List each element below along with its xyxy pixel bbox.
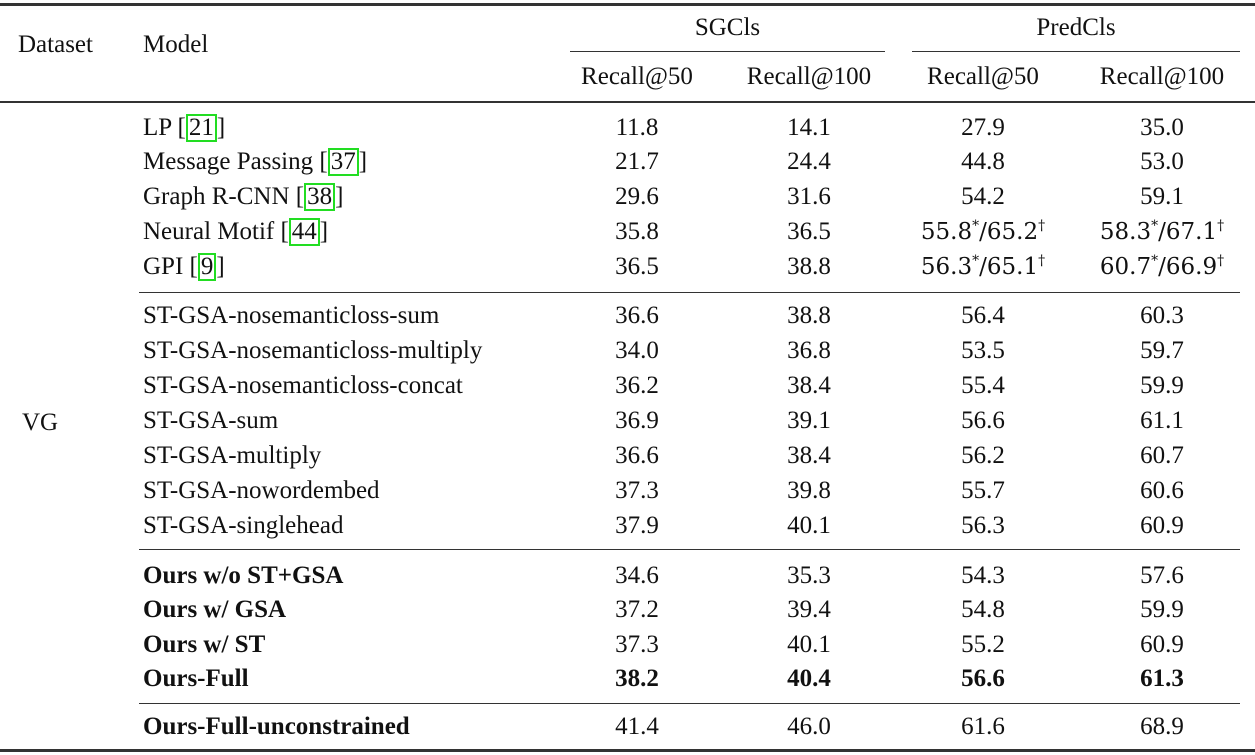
model-name: Ours-Full-unconstrained	[143, 713, 410, 740]
citation-link[interactable]: 44	[288, 218, 320, 246]
dataset-label: VG	[22, 409, 59, 436]
predcls-cmidrule	[912, 51, 1240, 52]
section-rule-3	[139, 703, 1240, 704]
section-rule-1	[139, 292, 1240, 293]
model-name: GPI [9]	[143, 253, 225, 281]
header-sgcls-r100: Recall@100	[746, 63, 872, 90]
header-dataset: Dataset	[18, 31, 93, 58]
model-name: Ours w/ ST	[143, 631, 266, 658]
model-name: Neural Motif [44]	[143, 218, 329, 246]
model-name: ST-GSA-nosemanticloss-concat	[143, 372, 463, 399]
citation-link[interactable]: 9	[197, 253, 217, 281]
model-name: LP [21]	[143, 114, 226, 142]
section-rule-2	[139, 549, 1240, 550]
model-name: Message Passing [37]	[143, 148, 368, 176]
sgcls-cmidrule	[570, 51, 885, 52]
citation-link[interactable]: 38	[304, 183, 336, 211]
header-model: Model	[143, 31, 209, 58]
header-predcls: PredCls	[1036, 14, 1116, 41]
header-sgcls: SGCls	[694, 14, 761, 41]
model-name: Ours-Full	[143, 665, 249, 692]
header-sgcls-r50: Recall@50	[581, 63, 693, 90]
bottom-rule	[0, 749, 1255, 752]
model-name: Ours w/ GSA	[143, 596, 287, 623]
model-name: Graph R-CNN [38]	[143, 183, 344, 211]
model-name: ST-GSA-nowordembed	[143, 477, 380, 504]
model-name: ST-GSA-nosemanticloss-sum	[143, 302, 440, 329]
citation-link[interactable]: 37	[327, 148, 359, 176]
header-predcls-r50: Recall@50	[927, 63, 1039, 90]
model-name: ST-GSA-sum	[143, 407, 279, 434]
top-rule	[0, 3, 1255, 6]
model-name: ST-GSA-nosemanticloss-multiply	[143, 337, 483, 364]
header-predcls-r100: Recall@100	[1099, 63, 1225, 90]
header-rule	[0, 101, 1255, 103]
model-name: ST-GSA-singlehead	[143, 512, 344, 539]
model-name: ST-GSA-multiply	[143, 442, 322, 469]
citation-link[interactable]: 21	[185, 114, 217, 142]
model-name: Ours w/o ST+GSA	[143, 562, 344, 589]
